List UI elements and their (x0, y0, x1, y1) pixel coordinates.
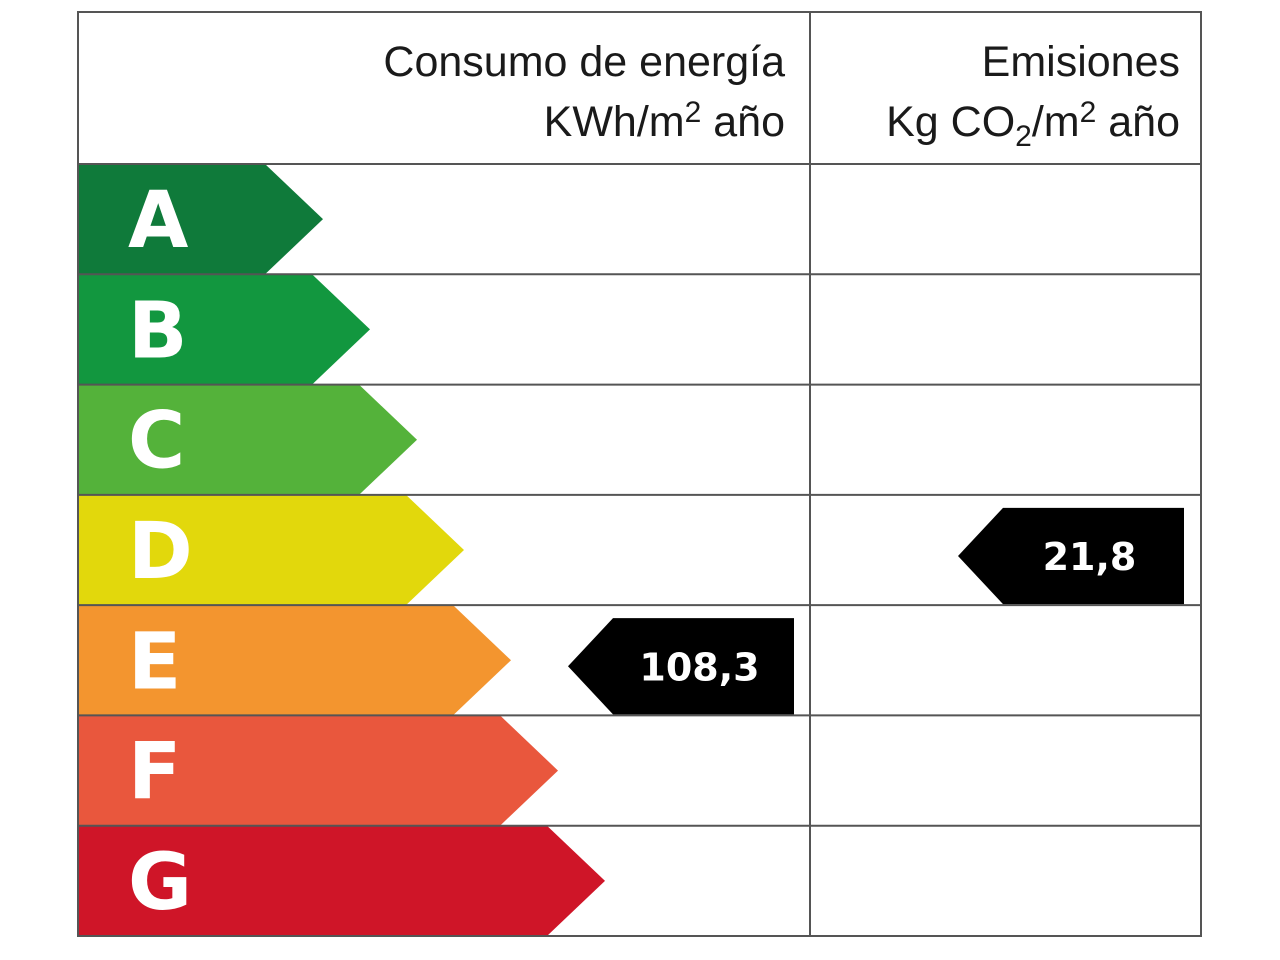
rating-letter-d: D (128, 507, 193, 597)
energy-value: 108,3 (639, 645, 759, 689)
label-frame (77, 11, 1202, 937)
rating-arrow-b (78, 274, 370, 385)
rating-letter-e: E (128, 617, 181, 707)
rating-letter-a: A (128, 176, 188, 266)
rating-arrow-g (78, 825, 605, 936)
rating-arrow-f (78, 715, 558, 826)
rating-letter-g: G (128, 838, 192, 928)
rating-arrow-d (78, 494, 464, 606)
energy-title: Consumo de energía (383, 38, 785, 86)
rating-letter-f: F (128, 728, 181, 818)
rating-letter-b: B (128, 286, 187, 376)
emissions-value: 21,8 (1043, 535, 1137, 579)
rating-arrow-a (78, 164, 323, 275)
energy-indicator (568, 618, 794, 715)
energy-unit: KWh/m2 año (544, 96, 785, 146)
value-indicators: 108,3 21,8 (568, 507, 1184, 715)
rating-arrow-e (78, 605, 511, 716)
rating-letter-c: C (128, 397, 185, 487)
emissions-indicator (958, 507, 1184, 605)
emissions-title: Emisiones (982, 38, 1180, 86)
rating-arrow-c (78, 384, 417, 495)
emissions-unit: Kg CO2/m2 año (886, 96, 1180, 153)
label-grid (77, 11, 1202, 937)
